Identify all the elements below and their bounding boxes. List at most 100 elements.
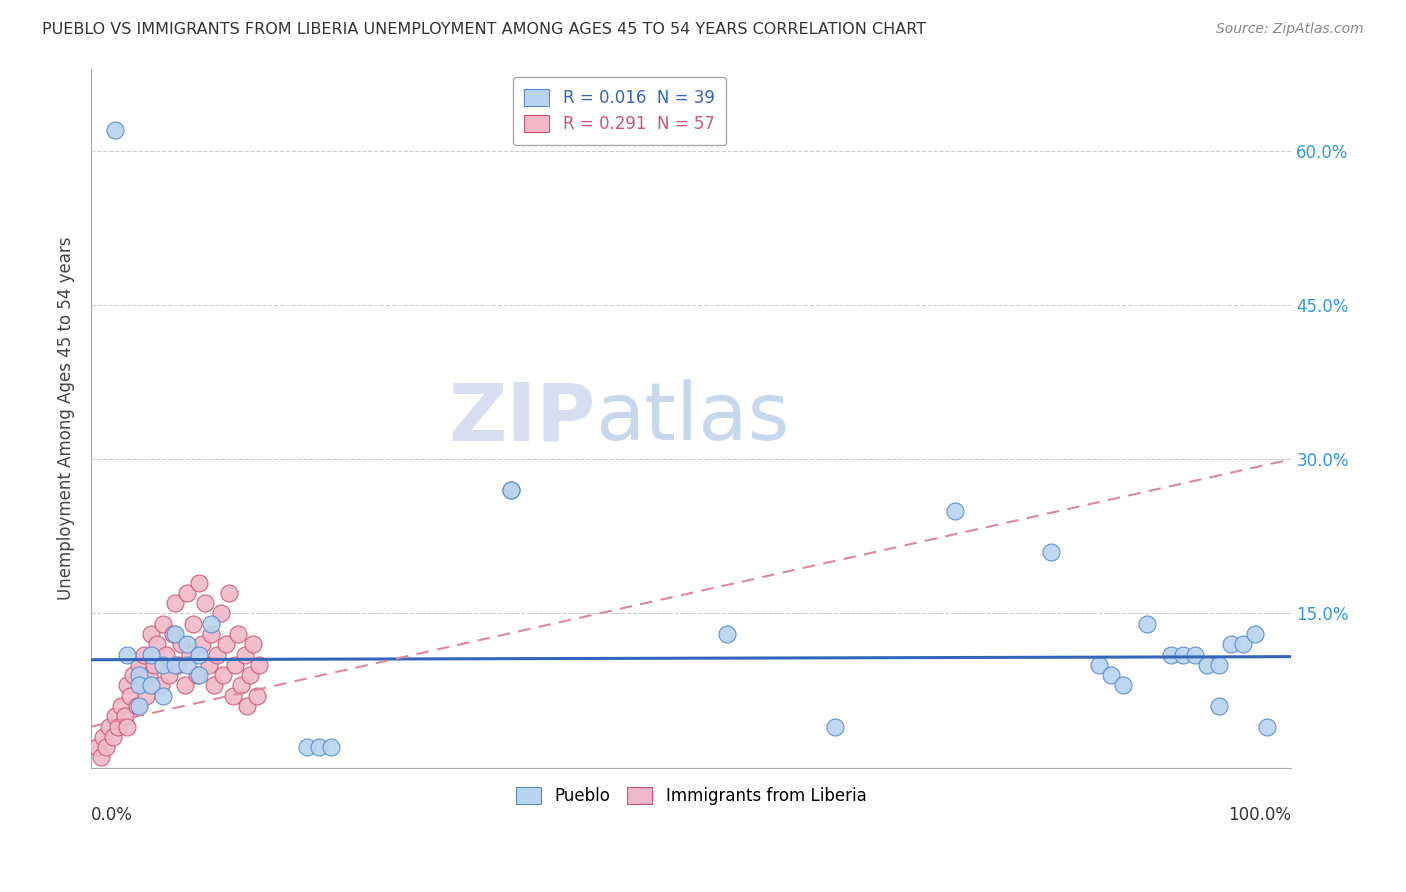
Point	[132, 648, 155, 662]
Point	[224, 657, 246, 672]
Point	[200, 627, 222, 641]
Legend: Pueblo, Immigrants from Liberia: Pueblo, Immigrants from Liberia	[506, 777, 876, 815]
Point	[104, 123, 127, 137]
Point	[176, 586, 198, 600]
Point	[115, 678, 138, 692]
Point	[176, 637, 198, 651]
Point	[157, 668, 180, 682]
Text: ZIP: ZIP	[449, 379, 595, 457]
Point	[1208, 698, 1230, 713]
Point	[212, 668, 235, 682]
Point	[1256, 720, 1278, 734]
Point	[98, 720, 121, 734]
Point	[176, 657, 198, 672]
Point	[181, 616, 204, 631]
Point	[1160, 648, 1182, 662]
Point	[222, 689, 245, 703]
Point	[101, 730, 124, 744]
Point	[218, 586, 240, 600]
Point	[1232, 637, 1254, 651]
Y-axis label: Unemployment Among Ages 45 to 54 years: Unemployment Among Ages 45 to 54 years	[58, 236, 75, 599]
Point	[1244, 627, 1267, 641]
Point	[152, 616, 174, 631]
Point	[242, 637, 264, 651]
Point	[188, 648, 211, 662]
Point	[308, 740, 330, 755]
Point	[138, 668, 160, 682]
Point	[128, 698, 150, 713]
Point	[114, 709, 136, 723]
Point	[188, 575, 211, 590]
Point	[152, 657, 174, 672]
Point	[141, 627, 163, 641]
Point	[166, 657, 188, 672]
Point	[205, 648, 228, 662]
Point	[209, 607, 232, 621]
Point	[107, 720, 129, 734]
Point	[91, 730, 114, 744]
Point	[194, 596, 217, 610]
Point	[943, 503, 966, 517]
Point	[142, 657, 165, 672]
Point	[231, 678, 253, 692]
Point	[1088, 657, 1111, 672]
Point	[186, 668, 208, 682]
Point	[125, 698, 148, 713]
Text: 0.0%: 0.0%	[91, 806, 134, 824]
Text: 100.0%: 100.0%	[1229, 806, 1292, 824]
Point	[94, 740, 117, 755]
Point	[115, 720, 138, 734]
Point	[90, 750, 112, 764]
Point	[716, 627, 738, 641]
Point	[1184, 648, 1206, 662]
Point	[128, 678, 150, 692]
Point	[146, 637, 169, 651]
Point	[141, 648, 163, 662]
Point	[501, 483, 523, 497]
Point	[115, 648, 138, 662]
Point	[152, 689, 174, 703]
Point	[226, 627, 249, 641]
Point	[824, 720, 846, 734]
Point	[135, 689, 157, 703]
Point	[165, 657, 187, 672]
Point	[188, 668, 211, 682]
Point	[190, 637, 212, 651]
Point	[131, 678, 153, 692]
Point	[128, 657, 150, 672]
Text: PUEBLO VS IMMIGRANTS FROM LIBERIA UNEMPLOYMENT AMONG AGES 45 TO 54 YEARS CORRELA: PUEBLO VS IMMIGRANTS FROM LIBERIA UNEMPL…	[42, 22, 927, 37]
Point	[1099, 668, 1122, 682]
Point	[233, 648, 256, 662]
Text: Source: ZipAtlas.com: Source: ZipAtlas.com	[1216, 22, 1364, 37]
Point	[149, 678, 172, 692]
Point	[501, 483, 523, 497]
Point	[1197, 657, 1219, 672]
Point	[202, 678, 225, 692]
Point	[1173, 648, 1195, 662]
Text: atlas: atlas	[595, 379, 790, 457]
Point	[246, 689, 269, 703]
Point	[214, 637, 236, 651]
Point	[1040, 545, 1063, 559]
Point	[1220, 637, 1243, 651]
Point	[86, 740, 108, 755]
Point	[1136, 616, 1159, 631]
Point	[200, 616, 222, 631]
Point	[162, 627, 184, 641]
Point	[104, 709, 127, 723]
Point	[179, 648, 201, 662]
Point	[173, 678, 195, 692]
Point	[110, 698, 132, 713]
Point	[1208, 657, 1230, 672]
Point	[122, 668, 145, 682]
Point	[165, 627, 187, 641]
Point	[165, 596, 187, 610]
Point	[236, 698, 259, 713]
Point	[1112, 678, 1135, 692]
Point	[170, 637, 193, 651]
Point	[247, 657, 270, 672]
Point	[155, 648, 177, 662]
Point	[321, 740, 343, 755]
Point	[295, 740, 318, 755]
Point	[141, 678, 163, 692]
